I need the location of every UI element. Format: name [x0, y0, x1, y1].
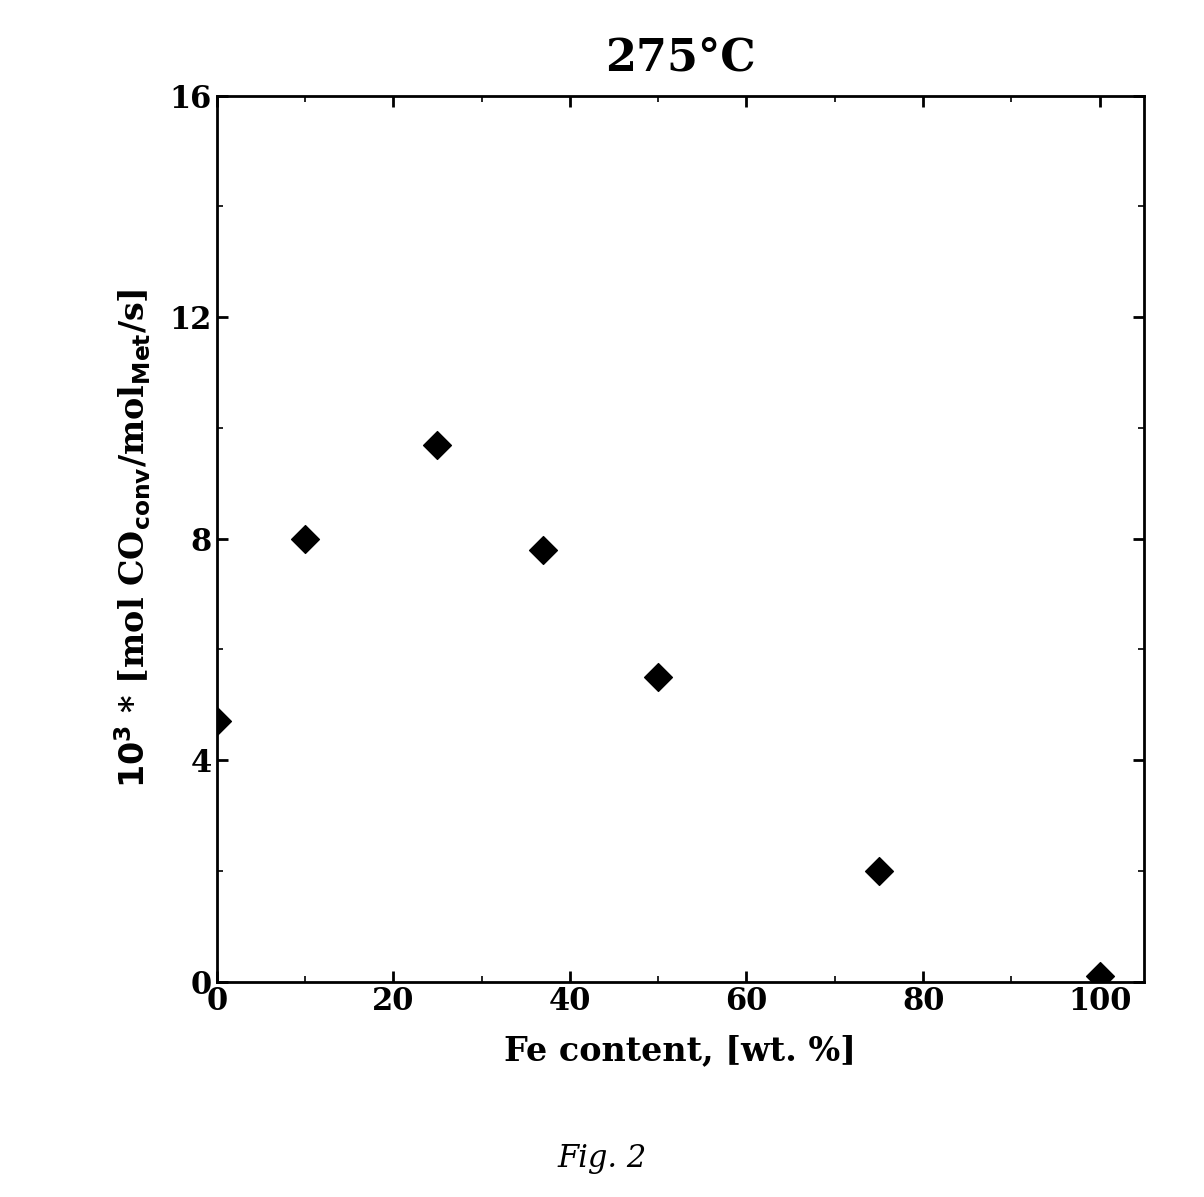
Point	[295, 529, 314, 548]
Point	[869, 862, 889, 881]
Y-axis label: $\mathbf{10^3}$ * [mol CO$_{\mathbf{conv}}$/mol$_{\mathbf{Met}}$/s]: $\mathbf{10^3}$ * [mol CO$_{\mathbf{conv…	[112, 288, 153, 789]
Point	[1090, 966, 1109, 985]
X-axis label: Fe content, [wt. %]: Fe content, [wt. %]	[504, 1034, 856, 1067]
Point	[207, 712, 226, 731]
Text: Fig. 2: Fig. 2	[557, 1143, 647, 1174]
Point	[649, 668, 668, 687]
Title: 275°C: 275°C	[604, 37, 756, 80]
Point	[427, 435, 447, 454]
Point	[533, 540, 553, 559]
